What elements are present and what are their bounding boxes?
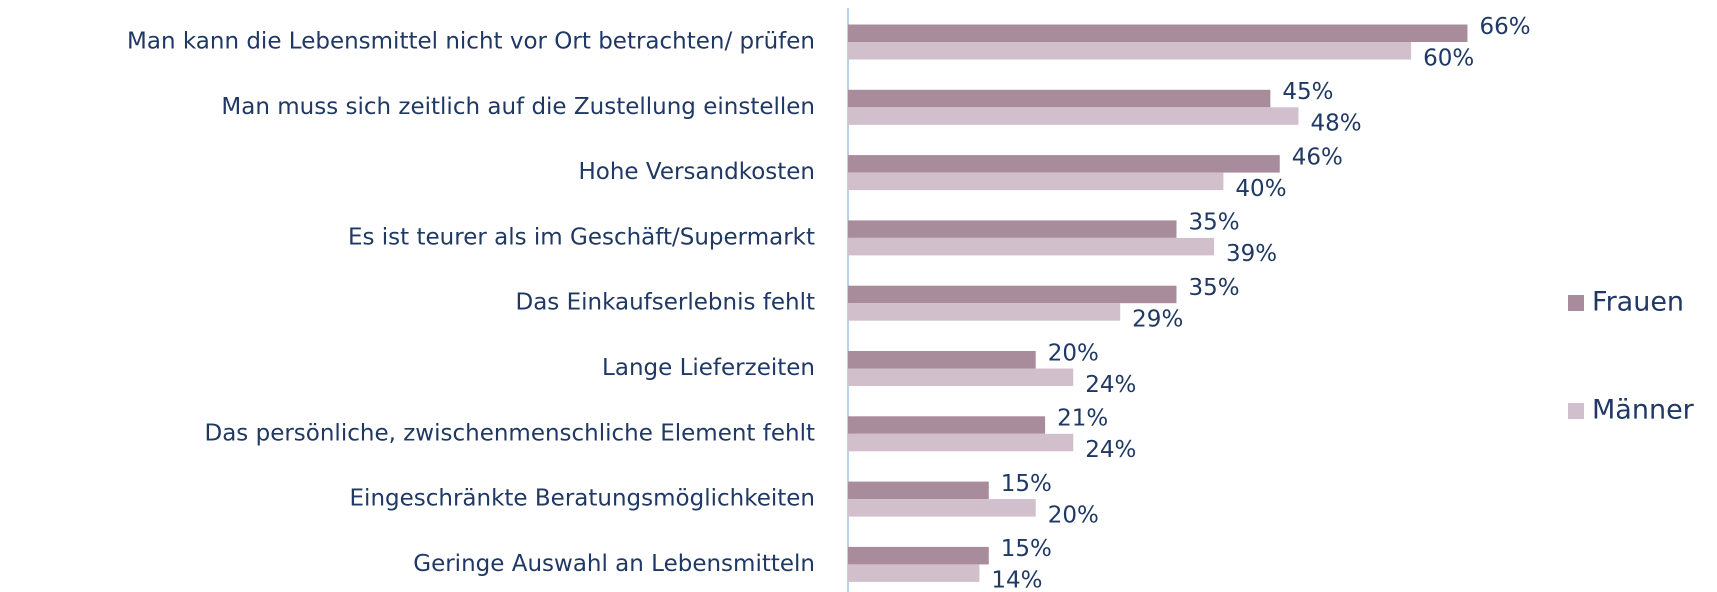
category-label: Eingeschränkte Beratungsmöglichkeiten bbox=[350, 486, 815, 512]
value-label: 24% bbox=[1085, 437, 1136, 463]
bar bbox=[848, 368, 1074, 386]
value-label: 15% bbox=[1001, 536, 1052, 562]
category-label: Das persönliche, zwischenmenschliche Ele… bbox=[205, 420, 816, 446]
value-label: 20% bbox=[1048, 502, 1099, 528]
bar bbox=[848, 285, 1177, 304]
value-label: 35% bbox=[1189, 210, 1240, 236]
bar bbox=[848, 546, 989, 565]
value-label: 60% bbox=[1423, 45, 1474, 71]
bar bbox=[848, 303, 1121, 321]
bar bbox=[848, 564, 980, 582]
bar bbox=[848, 24, 1468, 42]
bar bbox=[848, 89, 1271, 108]
bar bbox=[848, 433, 1074, 452]
value-label: 66% bbox=[1479, 14, 1530, 40]
bar bbox=[848, 416, 1046, 434]
bar bbox=[848, 499, 1036, 517]
bar bbox=[848, 481, 989, 500]
value-label: 46% bbox=[1292, 144, 1343, 170]
bar bbox=[848, 220, 1177, 238]
bar bbox=[848, 351, 1036, 369]
bar bbox=[848, 172, 1224, 191]
value-label: 29% bbox=[1132, 306, 1183, 332]
category-label: Man muss sich zeitlich auf die Zustellun… bbox=[221, 94, 815, 120]
value-label: 21% bbox=[1057, 406, 1108, 432]
category-label: Das Einkaufserlebnis fehlt bbox=[515, 290, 815, 316]
category-label: Lange Lieferzeiten bbox=[602, 355, 815, 381]
legend-swatch bbox=[1568, 403, 1584, 419]
legend-label: Männer bbox=[1592, 395, 1695, 426]
bar bbox=[848, 237, 1215, 256]
legend-swatch bbox=[1568, 295, 1584, 311]
value-label: 39% bbox=[1226, 241, 1277, 267]
value-label: 15% bbox=[1001, 471, 1052, 497]
value-label: 35% bbox=[1189, 275, 1240, 301]
value-label: 40% bbox=[1235, 176, 1286, 202]
legend-label: Frauen bbox=[1592, 287, 1684, 318]
category-label: Hohe Versandkosten bbox=[578, 159, 815, 185]
value-label: 14% bbox=[991, 568, 1042, 592]
category-label: Es ist teurer als im Geschäft/Supermarkt bbox=[348, 224, 815, 250]
value-label: 45% bbox=[1282, 79, 1333, 105]
value-label: 20% bbox=[1048, 340, 1099, 366]
value-label: 24% bbox=[1085, 372, 1136, 398]
bar bbox=[848, 155, 1280, 173]
bar bbox=[848, 107, 1299, 125]
category-label: Geringe Auswahl an Lebensmitteln bbox=[413, 551, 815, 577]
category-label: Man kann die Lebensmittel nicht vor Ort … bbox=[127, 29, 815, 55]
value-label: 48% bbox=[1311, 111, 1362, 137]
bar bbox=[848, 42, 1412, 60]
